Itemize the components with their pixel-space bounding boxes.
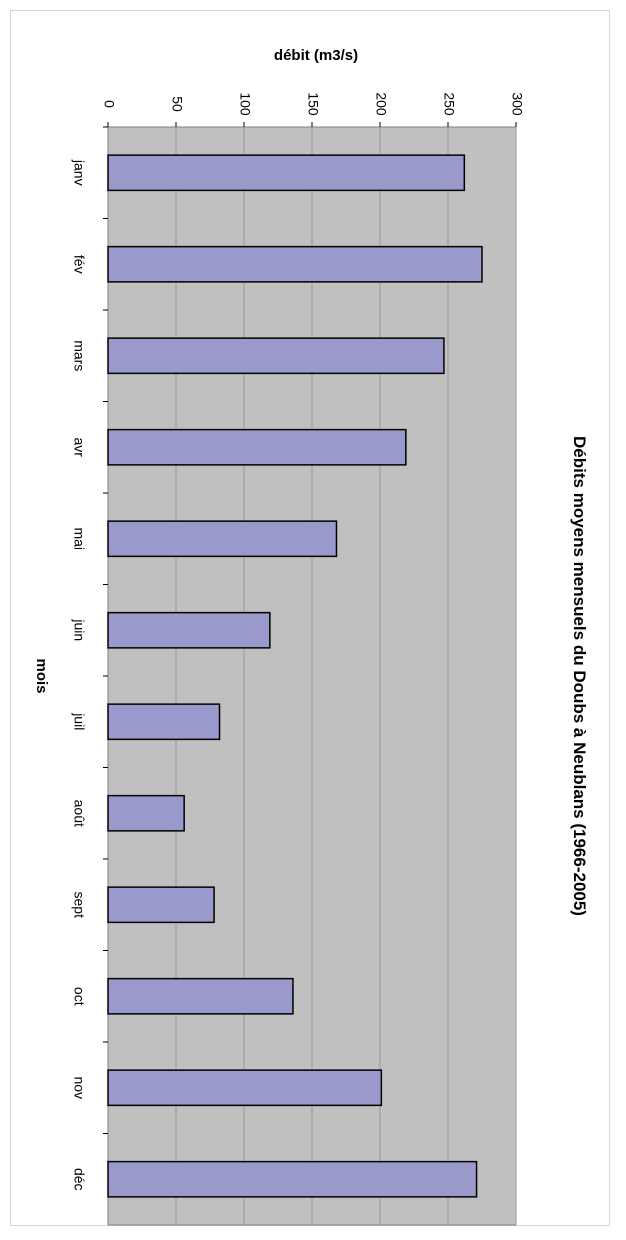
category-label: oct — [71, 987, 87, 1006]
gridlines — [175, 127, 517, 1225]
value-tick-label: 0 — [101, 100, 117, 108]
category-label: janv — [71, 159, 87, 186]
value-tick-label: 300 — [509, 92, 525, 116]
value-axis-ticks: 0 50 100 150 200 250 300 — [101, 92, 525, 127]
category-label: juil — [71, 712, 87, 730]
bars — [107, 154, 483, 1198]
bar-mai — [107, 520, 338, 558]
bar-sept — [107, 886, 215, 924]
value-tick-label: 200 — [373, 92, 389, 116]
bar-juin — [107, 611, 271, 649]
value-tick-label: 100 — [237, 92, 253, 116]
category-label: nov — [71, 1076, 87, 1099]
bar-mars — [107, 337, 445, 375]
bar-avr — [107, 428, 407, 466]
value-tick-label: 50 — [169, 96, 185, 112]
value-axis-title: débit (m3/s) — [274, 47, 358, 64]
chart-title: Débits moyens mensuels du Doubs à Neubla… — [570, 436, 589, 916]
value-tick-label: 250 — [441, 92, 457, 116]
bar-nov — [107, 1069, 383, 1107]
category-axis-labels: janv fév mars avr mai juin juil août sept oct nov d… — [71, 126, 108, 1191]
category-label: août — [71, 800, 87, 827]
bar-déc — [107, 1160, 478, 1198]
category-label: avr — [71, 438, 87, 458]
category-label: fév — [71, 255, 87, 274]
bar-fév — [107, 245, 483, 283]
category-label: mars — [71, 340, 87, 371]
bar-janv — [107, 154, 466, 192]
category-label: mai — [71, 527, 87, 550]
category-axis-title: mois — [33, 658, 50, 693]
bar-juil — [107, 703, 221, 741]
value-tick-label: 150 — [305, 92, 321, 116]
category-label: sept — [71, 892, 87, 919]
bar-août — [107, 794, 185, 832]
bar-oct — [107, 977, 294, 1015]
category-label: juin — [71, 618, 87, 641]
category-label: déc — [71, 1168, 87, 1191]
